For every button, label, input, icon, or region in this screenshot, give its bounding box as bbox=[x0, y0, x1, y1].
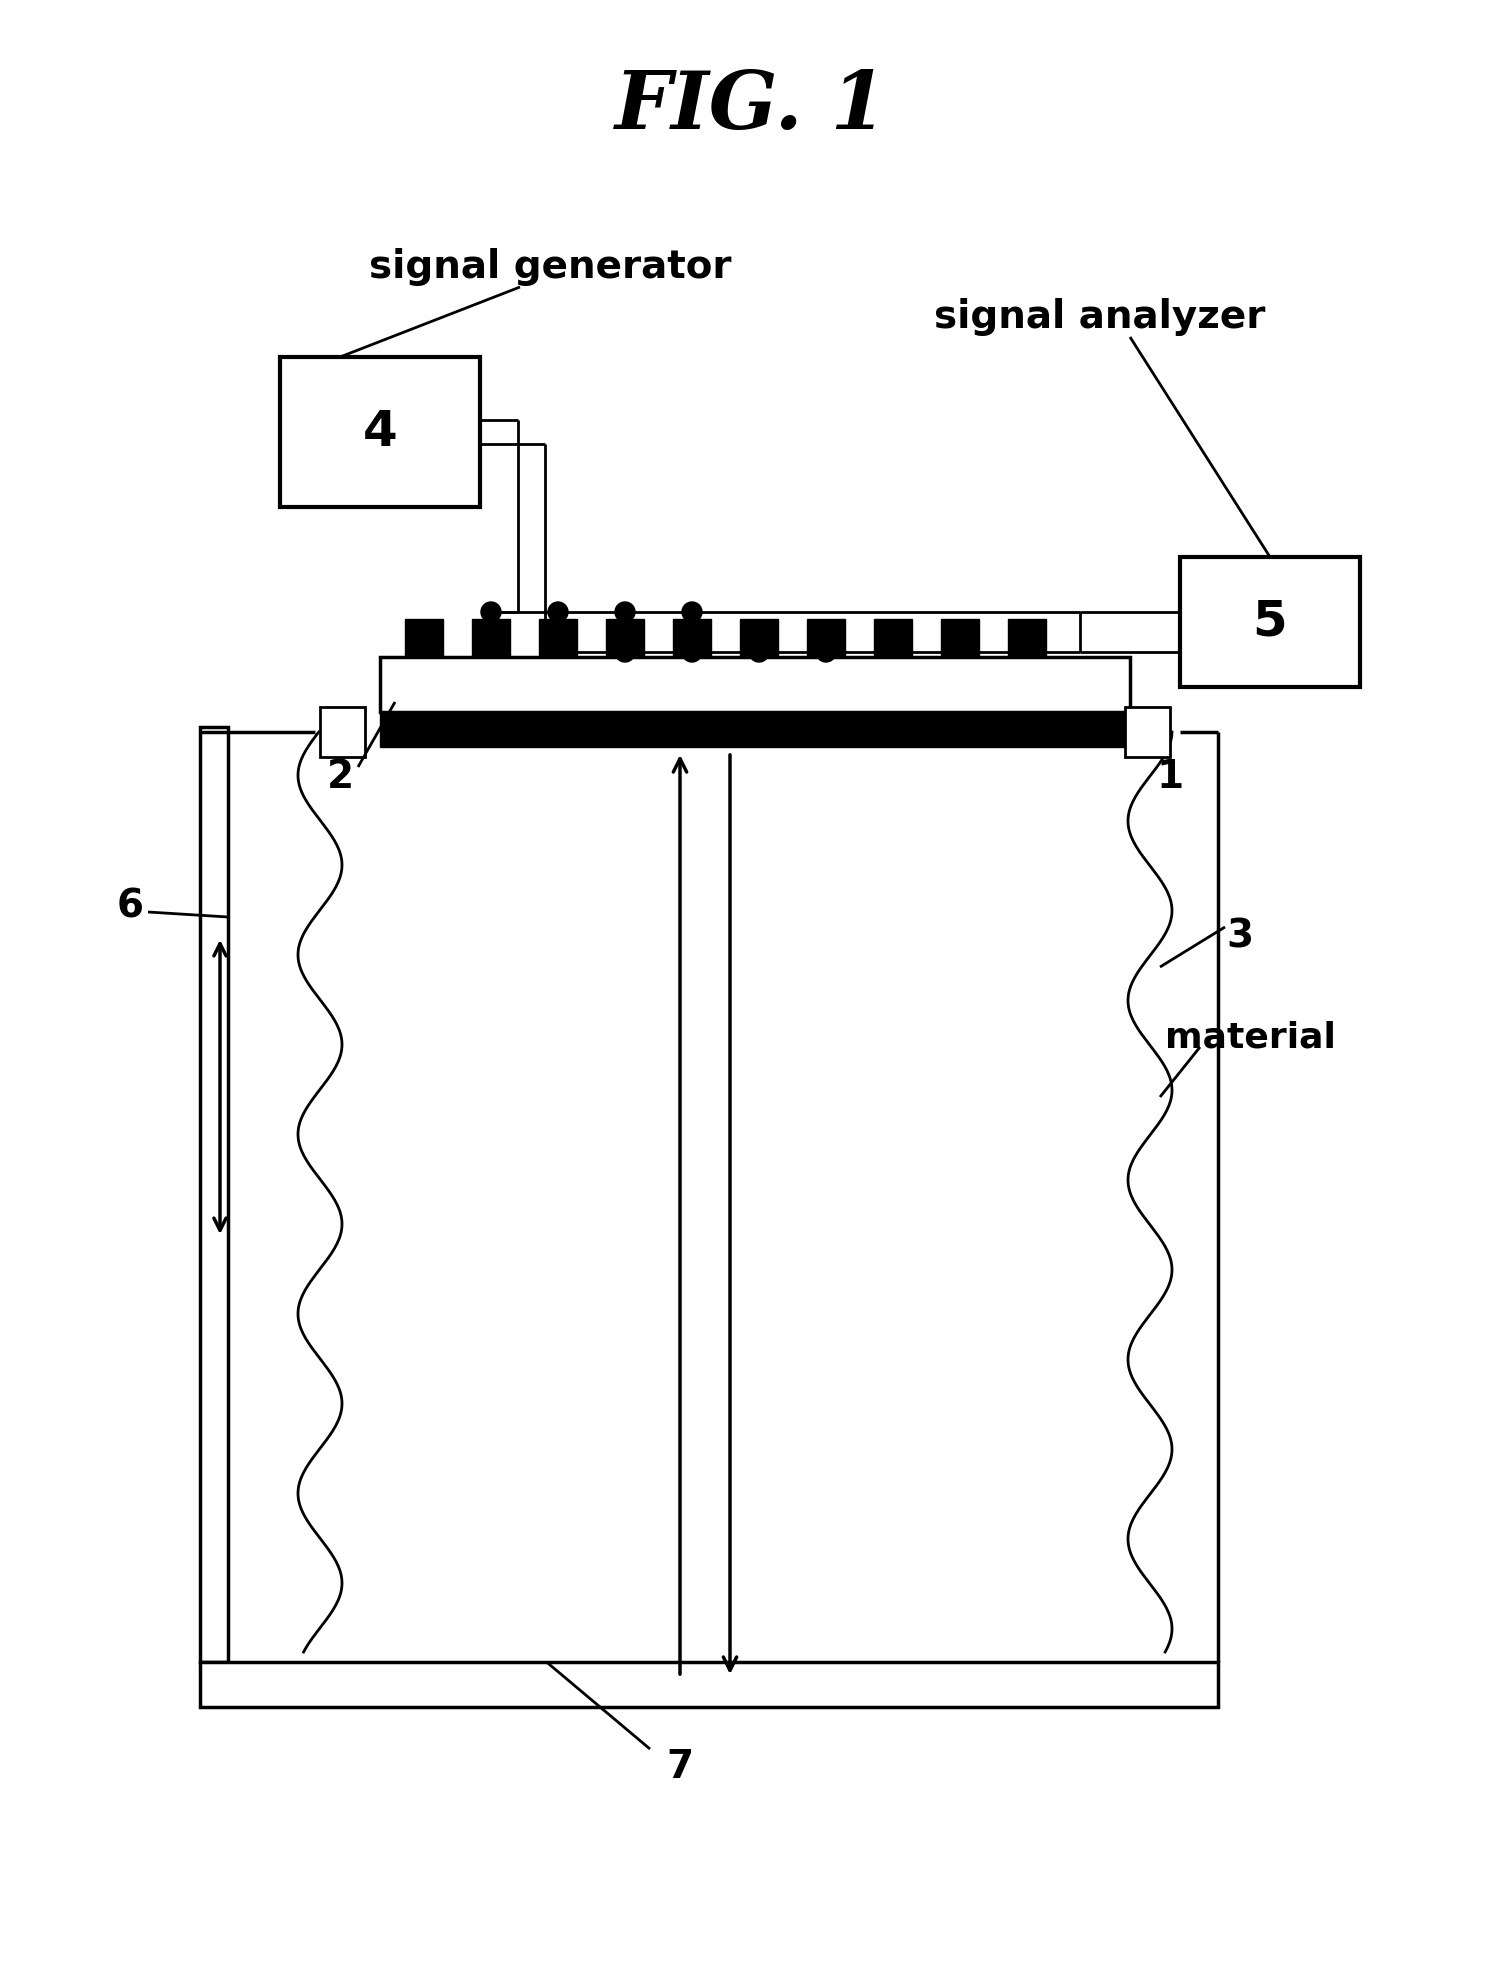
Bar bbox=[673, 620, 710, 658]
Bar bbox=[279, 358, 481, 507]
Text: FIG. 1: FIG. 1 bbox=[614, 68, 888, 145]
Bar bbox=[740, 620, 778, 658]
Bar bbox=[807, 620, 846, 658]
Bar bbox=[200, 727, 228, 1661]
Text: 6: 6 bbox=[117, 888, 144, 926]
Bar bbox=[1181, 556, 1359, 688]
Text: 4: 4 bbox=[362, 407, 398, 455]
Text: 2: 2 bbox=[326, 757, 353, 797]
Bar bbox=[200, 1661, 1218, 1707]
Circle shape bbox=[548, 602, 568, 622]
Circle shape bbox=[749, 642, 769, 662]
Circle shape bbox=[614, 642, 635, 662]
Bar bbox=[380, 711, 1130, 747]
Text: signal generator: signal generator bbox=[369, 248, 731, 286]
Text: 7: 7 bbox=[667, 1749, 694, 1786]
Circle shape bbox=[481, 602, 502, 622]
Bar bbox=[380, 658, 1130, 711]
Circle shape bbox=[816, 642, 837, 662]
Circle shape bbox=[682, 602, 701, 622]
Bar bbox=[605, 620, 644, 658]
Bar bbox=[940, 620, 979, 658]
Text: 3: 3 bbox=[1227, 918, 1254, 956]
Bar bbox=[472, 620, 511, 658]
Bar bbox=[539, 620, 577, 658]
Text: 1: 1 bbox=[1157, 757, 1184, 797]
Bar bbox=[1125, 707, 1170, 757]
Bar bbox=[320, 707, 365, 757]
Bar bbox=[874, 620, 912, 658]
Text: signal analyzer: signal analyzer bbox=[934, 298, 1266, 336]
Bar bbox=[1008, 620, 1045, 658]
Bar bbox=[406, 620, 443, 658]
Text: material: material bbox=[1164, 1019, 1335, 1053]
Circle shape bbox=[682, 642, 701, 662]
Circle shape bbox=[614, 602, 635, 622]
Text: 5: 5 bbox=[1253, 598, 1287, 646]
